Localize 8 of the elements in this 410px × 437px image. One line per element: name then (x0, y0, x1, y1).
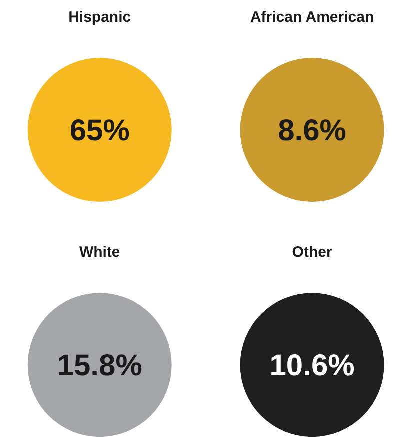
data-label: 65% (70, 114, 130, 148)
data-label: 15.8% (57, 349, 142, 382)
data-label: 10.6% (270, 349, 355, 382)
category-label: African American (250, 9, 374, 26)
category-label: Other (292, 244, 332, 262)
data-label: 8.6% (278, 114, 346, 148)
category-label: Hispanic (68, 9, 132, 26)
category-label: White (79, 244, 120, 262)
